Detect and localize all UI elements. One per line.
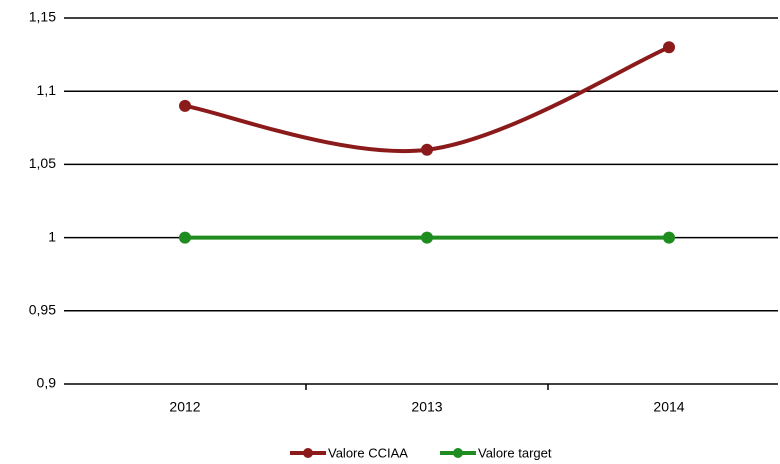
point — [421, 231, 433, 244]
point — [179, 231, 191, 244]
y-tick-label: 0,95 — [29, 302, 56, 318]
legend-label: Valore CCIAA — [328, 445, 408, 460]
y-tick-label: 0,9 — [37, 375, 57, 391]
y-tick-label: 1,15 — [29, 9, 56, 25]
x-tick-label: 2014 — [653, 399, 684, 415]
point — [663, 41, 675, 54]
point — [421, 143, 433, 156]
legend-marker — [303, 448, 313, 458]
series-line — [184, 45, 670, 153]
legend-marker — [453, 448, 463, 458]
point — [663, 231, 675, 244]
x-tick-label: 2013 — [411, 399, 442, 415]
legend-label: Valore target — [478, 445, 552, 460]
y-tick-label: 1,1 — [37, 82, 57, 98]
x-tick-label: 2012 — [169, 399, 200, 415]
y-tick-label: 1 — [48, 228, 56, 244]
y-tick-label: 1,05 — [29, 155, 56, 171]
point — [179, 99, 191, 112]
